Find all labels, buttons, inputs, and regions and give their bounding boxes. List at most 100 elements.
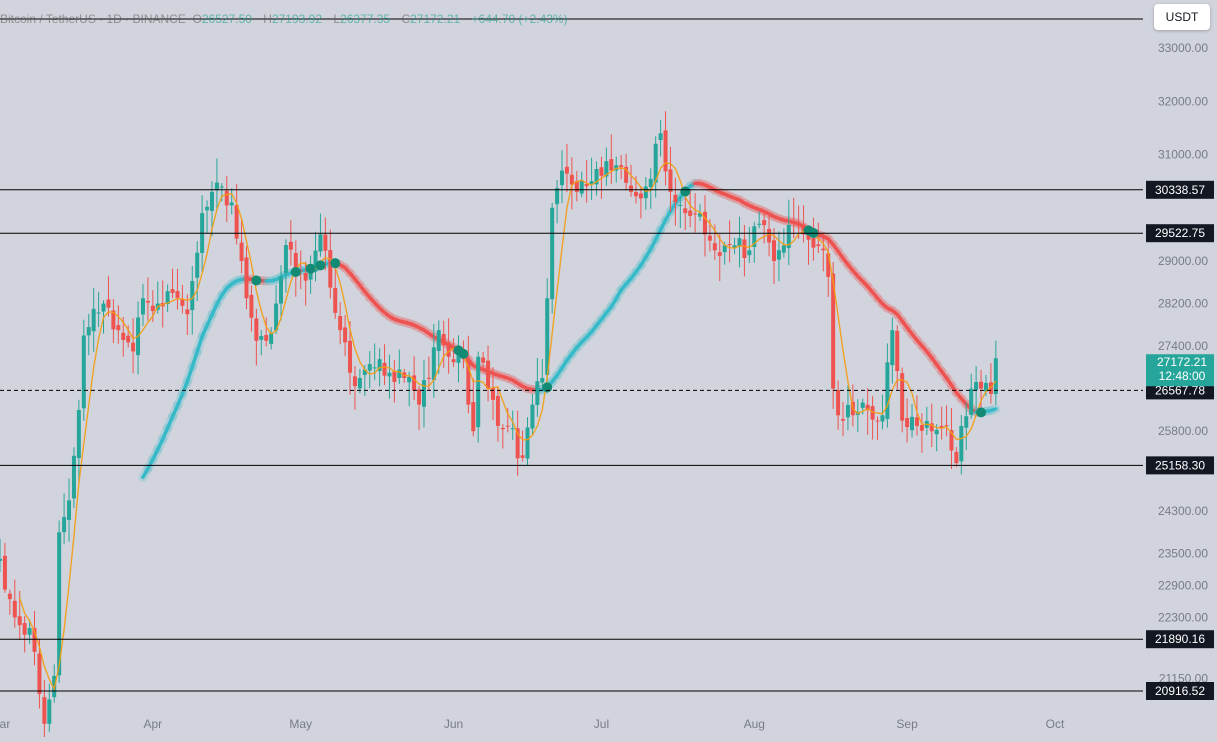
level-label: 29522.75 [1155, 226, 1205, 240]
candle-body [506, 426, 510, 427]
candle-body [392, 371, 396, 382]
y-tick-label: 29000.00 [1158, 254, 1208, 268]
candle-body [560, 171, 564, 186]
candle-body [683, 208, 687, 213]
level-label: 25158.30 [1155, 458, 1205, 472]
change-value: +644.70 (+2.43%) [472, 12, 568, 26]
candle-body [230, 202, 234, 205]
candle-body [841, 419, 845, 421]
candle-body [284, 245, 288, 273]
candle-body [644, 187, 648, 199]
candle-body [47, 699, 51, 723]
candle-body [343, 327, 347, 342]
candle-body [151, 306, 155, 311]
candle-body [289, 242, 293, 250]
y-tick-label: 33000.00 [1158, 41, 1208, 55]
candle-body [279, 277, 283, 304]
level-label: 30338.57 [1155, 183, 1205, 197]
candle-body [481, 358, 485, 363]
candle-body [442, 334, 446, 345]
candle-body [358, 378, 362, 388]
candle-body [171, 289, 175, 293]
candle-body [348, 341, 352, 373]
candle-body [249, 295, 253, 318]
candle-body [220, 187, 224, 188]
candle-body [880, 415, 884, 421]
candle-body [619, 165, 623, 167]
candle-body [37, 654, 41, 694]
candle-body [422, 380, 426, 407]
candle-body [496, 396, 500, 426]
y-tick-label: 31000.00 [1158, 148, 1208, 162]
candle-body [210, 192, 214, 211]
candle-body [792, 222, 796, 224]
last-price-label: 27172.21 [1157, 355, 1207, 369]
candle-body [185, 309, 189, 314]
candle-body [397, 370, 401, 378]
legend-symbol: Bitcoin / TetherUS · 1D · BINANCE [0, 12, 186, 26]
candle-body [964, 416, 968, 428]
candle-body [861, 403, 865, 408]
candle-body [945, 425, 949, 426]
candle-body [905, 418, 909, 427]
candle-body [116, 325, 120, 330]
crossover-marker [458, 349, 468, 359]
candle-body [82, 335, 86, 408]
candle-body [757, 224, 761, 225]
candle-body [269, 333, 273, 344]
crossover-marker [251, 275, 261, 285]
candle-body [373, 367, 377, 368]
candle-body [511, 428, 515, 429]
candle-body [13, 601, 17, 618]
candle-body [77, 410, 81, 458]
candle-body [876, 420, 880, 421]
y-tick-label: 25800.00 [1158, 424, 1208, 438]
currency-button[interactable]: USDT [1154, 4, 1210, 30]
candle-body [550, 208, 554, 299]
candle-body [486, 361, 490, 389]
x-tick-label: Aug [744, 717, 765, 731]
crossover-marker [315, 260, 325, 270]
symbol-legend: Bitcoin / TetherUS · 1D · BINANCE O26527… [0, 9, 568, 29]
candle-body [634, 192, 638, 196]
y-tick-label: 27400.00 [1158, 339, 1208, 353]
candle-body [67, 500, 71, 520]
candle-body [570, 175, 574, 185]
candle-body [649, 179, 653, 187]
x-tick-label: Sep [896, 717, 918, 731]
candle-body [708, 236, 712, 241]
candle-body [565, 167, 569, 174]
candle-body [836, 390, 840, 415]
candle-body [540, 378, 544, 383]
candle-body [318, 234, 322, 251]
candle-body [959, 426, 963, 461]
candle-body [747, 250, 751, 255]
candle-body [580, 180, 584, 193]
x-tick-label: Apr [143, 717, 162, 731]
candle-body [437, 330, 441, 351]
candle-body [979, 382, 983, 389]
candle-body [639, 193, 643, 198]
y-tick-label: 22300.00 [1158, 610, 1208, 624]
candle-body [935, 430, 939, 434]
candle-body [42, 697, 46, 724]
candle-body [447, 342, 451, 356]
close-value: 27172.21 [410, 12, 460, 26]
candle-body [121, 333, 125, 340]
candle-body [530, 405, 534, 429]
candle-body [535, 381, 539, 405]
candle-body [323, 235, 327, 251]
candle-body [555, 188, 559, 204]
y-tick-label: 24300.00 [1158, 504, 1208, 518]
candle-body [387, 373, 391, 377]
candle-body [338, 316, 342, 330]
candle-body [3, 556, 7, 590]
candle-body [452, 359, 456, 362]
crossover-marker [680, 186, 690, 196]
candle-body [175, 291, 179, 298]
candle-body [8, 594, 12, 599]
candle-body [126, 336, 130, 343]
candle-body [526, 428, 530, 459]
